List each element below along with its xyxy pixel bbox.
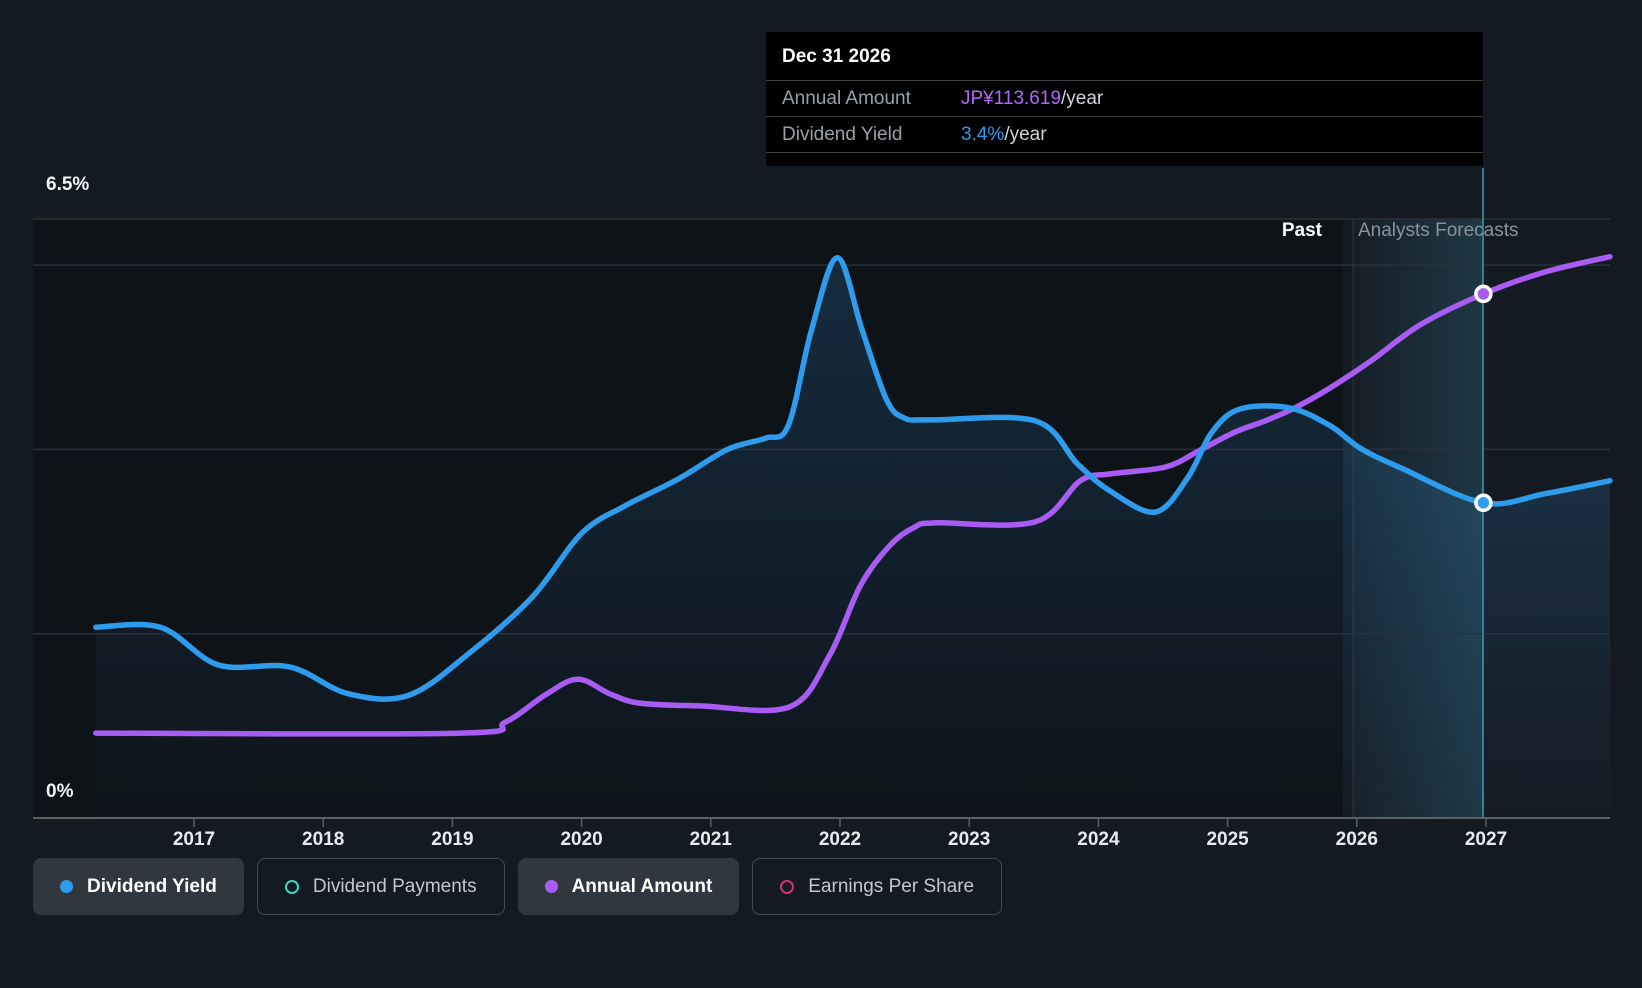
dividend-payments-ring-icon [284, 879, 299, 894]
forecast-highlight-band [1353, 219, 1483, 818]
x-tick-label-2024: 2024 [1077, 829, 1120, 850]
dividend-yield-marker[interactable] [1474, 493, 1493, 513]
legend-label: Dividend Yield [87, 875, 217, 897]
x-tick-label-2025: 2025 [1206, 829, 1249, 850]
chart-tooltip: Dec 31 2026 Annual Amount JP¥113.619 /ye… [766, 32, 1483, 166]
x-tick-label-2027: 2027 [1464, 829, 1508, 850]
chart-legend: Dividend Yield Dividend Payments Annual … [33, 858, 1003, 915]
tooltip-row-label: Dividend Yield [782, 123, 903, 145]
dividend-yield-line[interactable] [93, 254, 1613, 702]
legend-button-annual-amount[interactable]: Annual Amount [517, 858, 740, 915]
legend-label: Earnings Per Share [808, 875, 975, 897]
legend-button-dividend-yield[interactable]: Dividend Yield [33, 858, 244, 915]
x-tick-label-2023: 2023 [948, 829, 991, 850]
past-region-overlay [33, 219, 1343, 818]
forecast-zone-label: Analysts Forecasts [1358, 220, 1519, 241]
past-zone-label: Past [1281, 220, 1322, 241]
tooltip-date: Dec 31 2026 [782, 46, 891, 67]
annual-amount-dot-icon [544, 880, 558, 893]
legend-button-earnings-per-share[interactable]: Earnings Per Share [752, 858, 1003, 915]
tooltip-row-suffix: /year [1004, 123, 1047, 145]
x-tick-label-2019: 2019 [431, 829, 474, 850]
tooltip-row-dividend-yield: Dividend Yield 3.4% /year [766, 116, 1483, 153]
tooltip-row-label: Annual Amount [782, 87, 911, 109]
x-tick-label-2017: 2017 [172, 829, 216, 850]
tooltip-row-suffix: /year [1061, 87, 1104, 109]
annual-amount-line[interactable] [93, 253, 1613, 737]
y-axis-max-label: 6.5% [46, 174, 90, 195]
x-tick-label-2018: 2018 [302, 829, 345, 850]
legend-label: Annual Amount [571, 875, 713, 897]
tooltip-row-value: JP¥113.619 [961, 87, 1062, 109]
tooltip-row-annual-amount: Annual Amount JP¥113.619 /year [766, 80, 1483, 116]
earnings-per-share-ring-icon [780, 879, 795, 894]
dividend-yield-area [95, 257, 1611, 818]
y-axis-min-label: 0% [46, 781, 74, 802]
x-tick-label-2021: 2021 [689, 829, 732, 850]
legend-button-dividend-payments[interactable]: Dividend Payments [256, 858, 505, 915]
x-tick-label-2020: 2020 [560, 829, 603, 850]
legend-label: Dividend Payments [312, 875, 477, 897]
annual-amount-marker[interactable] [1474, 284, 1493, 304]
x-tick-label-2026: 2026 [1335, 829, 1378, 850]
tooltip-row-value: 3.4% [961, 123, 1005, 145]
x-tick-label-2022: 2022 [818, 829, 862, 850]
dividend-yield-dot-icon [60, 880, 73, 893]
